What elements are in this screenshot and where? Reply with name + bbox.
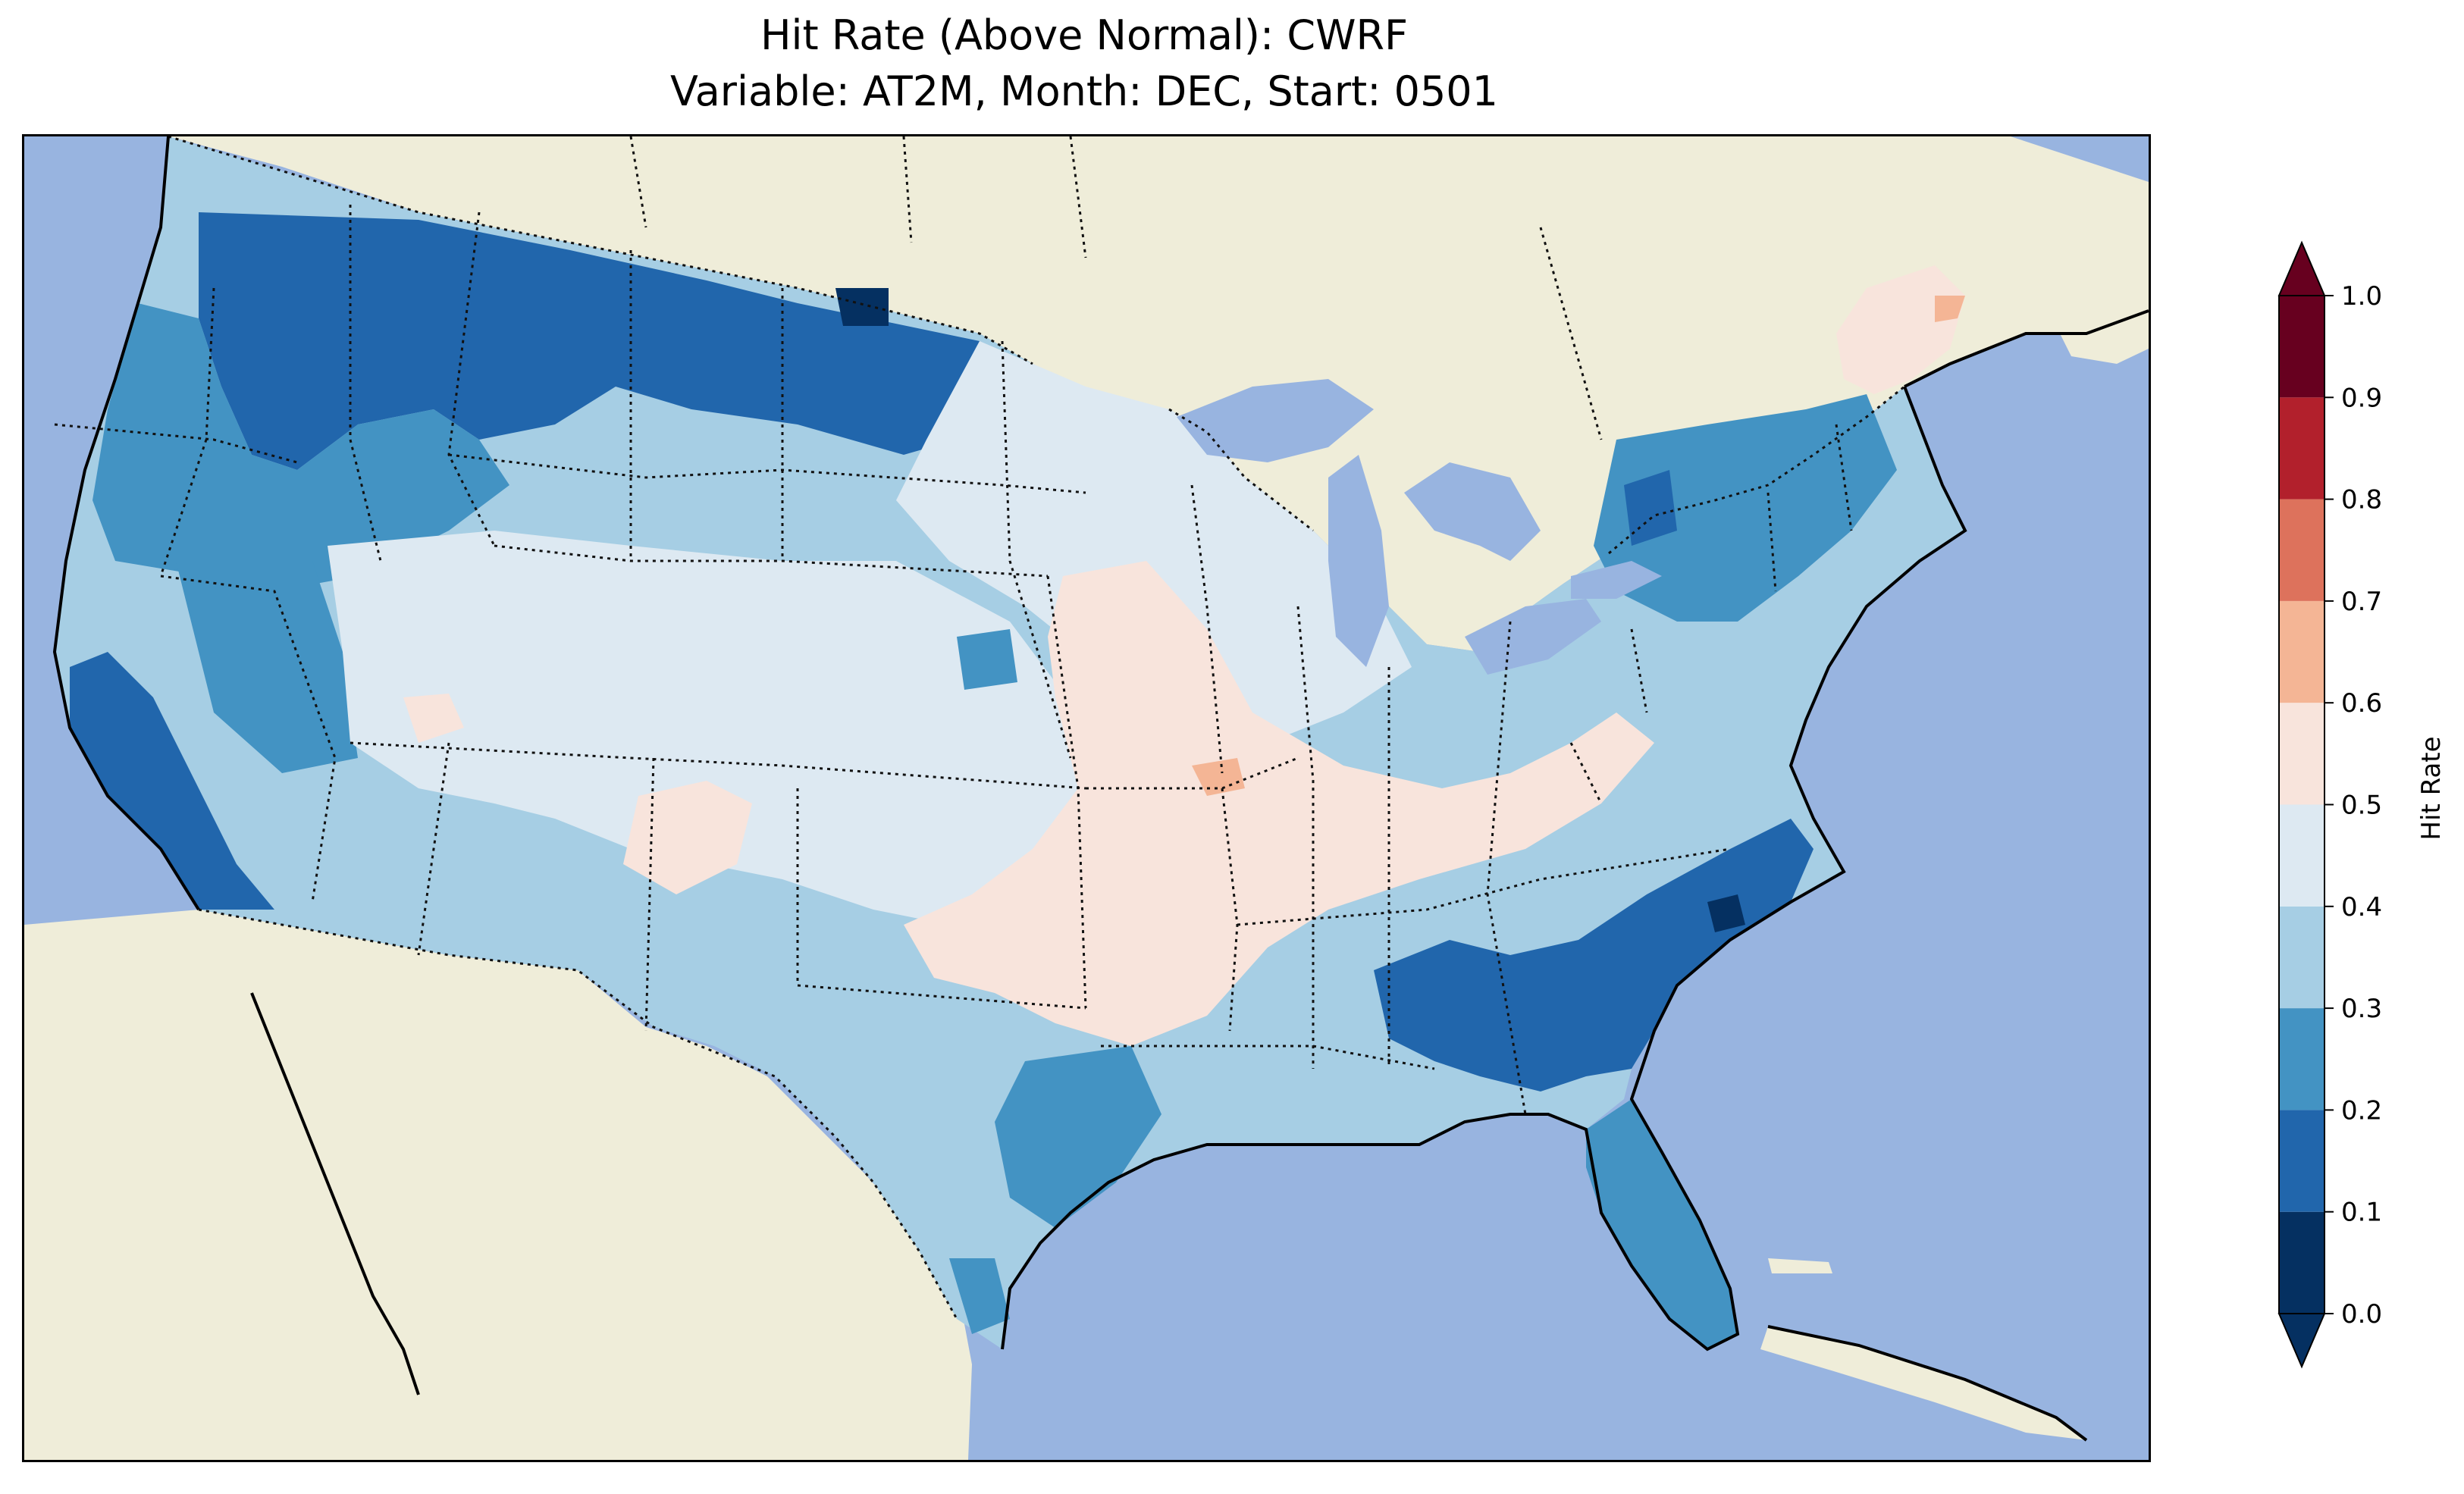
us-hit-rate-map [24, 136, 2149, 1460]
map-title-line-2: Variable: AT2M, Month: DEC, Start: 0501 [669, 67, 1499, 115]
colorbar-bin [2279, 804, 2324, 907]
great-lakes [1177, 379, 1662, 675]
zone-southeast-dark [1374, 819, 1814, 1092]
florida-land [1586, 1099, 1738, 1349]
colorbar-bin [2279, 703, 2324, 805]
zone-utah-warm [403, 694, 464, 743]
colorbar-tick-label: 0.4 [2341, 892, 2382, 922]
colorbar-tick-label: 0.6 [2341, 688, 2382, 719]
colorbar-bin [2279, 499, 2324, 601]
zone-mid-mississippi-warm [904, 561, 1654, 1046]
zone-montana-darkest [835, 288, 889, 326]
colorbar-tick-label: 0.3 [2341, 994, 2382, 1024]
colorbar-tick-label: 1.0 [2341, 281, 2382, 312]
colorbar-tick-label: 0.0 [2341, 1299, 2382, 1330]
colorbar-tick-label: 0.9 [2341, 383, 2382, 413]
zone-kansas-hot [1192, 758, 1245, 796]
maritimes-land [2056, 280, 2149, 364]
zone-central-light [328, 531, 1086, 925]
zone-carolina-darkest [1707, 894, 1745, 932]
colorbar-bins [2279, 296, 2324, 1314]
zone-texas-mid [995, 1046, 1161, 1228]
colorbar-ticks: 0.0 0.1 0.2 0.3 0.4 0.5 0.6 0.7 0.8 0.9 1.0 [2324, 281, 2382, 1330]
zone-california [70, 652, 274, 910]
colorbar-tick-label: 0.1 [2341, 1198, 2382, 1228]
zone-kansas-mid [957, 629, 1017, 690]
zone-pennsylvania-dark [1624, 470, 1677, 546]
colorbar-label: Hit Rate [2416, 736, 2447, 840]
zone-upper-midwest-light [896, 341, 1412, 743]
colorbar-bin [2279, 1110, 2324, 1212]
country-borders [168, 136, 1905, 1320]
map-panel [22, 134, 2151, 1462]
colorbar-bin [2279, 296, 2324, 398]
coastlines [52, 136, 2149, 1442]
cuba-land [1760, 1326, 2086, 1440]
zone-northeast [1594, 394, 1897, 622]
zone-texas-coast [949, 1258, 1010, 1334]
colorbar-extend-low [2277, 1313, 2326, 1369]
colorbar-tick-label: 0.7 [2341, 587, 2382, 617]
state-borders [54, 205, 1853, 1115]
zone-maine-warm [1836, 265, 1965, 394]
colorbar-tick-label: 0.5 [2341, 791, 2382, 821]
zone-pnw-mid [92, 303, 509, 591]
colorbar-tick-label: 0.8 [2341, 485, 2382, 515]
zone-maine-hot [1935, 296, 1965, 322]
zone-northwest-dark [199, 212, 1033, 470]
colorbar-bin [2279, 1211, 2324, 1314]
colorbar-bin [2279, 600, 2324, 703]
zone-nevada [176, 561, 358, 773]
zone-colorado-warm [623, 781, 752, 894]
baja-land [237, 993, 419, 1417]
colorbar-bin [2279, 397, 2324, 500]
bahamas-land [1768, 1258, 1832, 1273]
colorbar-tick-label: 0.2 [2341, 1095, 2382, 1126]
colorbar-bin [2279, 1008, 2324, 1110]
colorbar-extend-high [2277, 240, 2326, 296]
canada-land [168, 136, 2149, 652]
colorbar-bin [2279, 906, 2324, 1009]
map-title-line-1: Hit Rate (Above Normal): CWRF [760, 11, 1409, 59]
